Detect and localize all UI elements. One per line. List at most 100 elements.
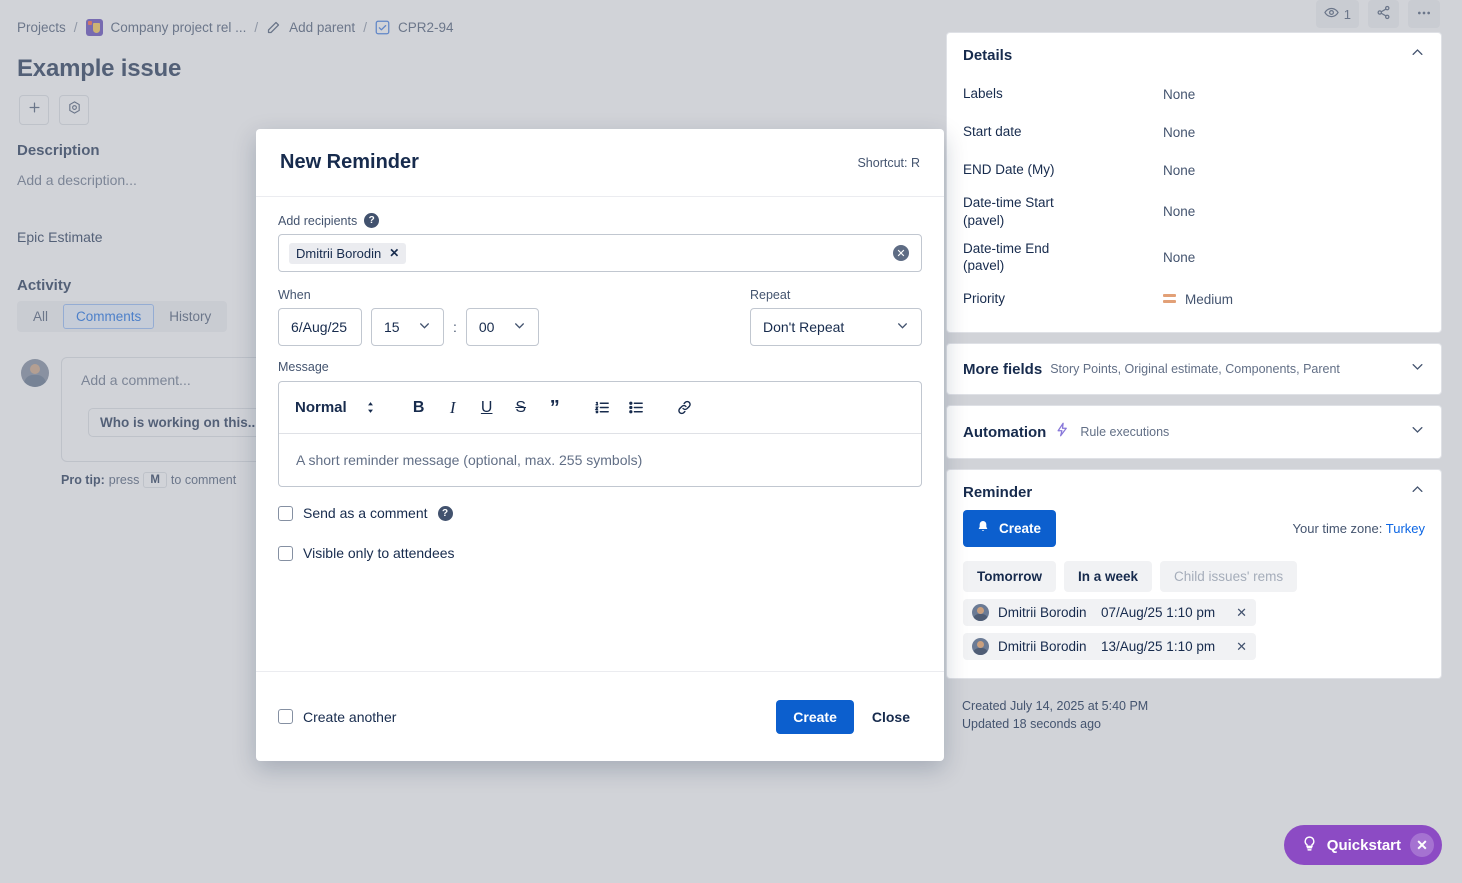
- timezone-link[interactable]: Turkey: [1385, 521, 1425, 537]
- detail-row: Date-time End (pavel) None: [963, 235, 1425, 281]
- pencil-icon: [266, 20, 281, 35]
- bell-icon: [975, 519, 991, 538]
- reminder-list-item: Dmitrii Borodin 13/Aug/25 1:10 pm ✕: [963, 633, 1256, 661]
- text-style-label[interactable]: Normal: [295, 399, 347, 416]
- breadcrumb-item-issue-key[interactable]: CPR2-94: [397, 20, 454, 35]
- visible-attendees-row: Visible only to attendees: [278, 545, 922, 561]
- more-fields-card[interactable]: More fields Story Points, Original estim…: [946, 343, 1442, 396]
- message-input[interactable]: A short reminder message (optional, max.…: [279, 434, 921, 486]
- message-editor: Normal B I U S ”: [278, 381, 922, 487]
- quickstart-widget[interactable]: Quickstart ✕: [1283, 825, 1442, 865]
- help-icon[interactable]: ?: [437, 505, 453, 521]
- close-icon[interactable]: ✕: [1410, 833, 1434, 857]
- repeat-select[interactable]: Don't Repeat: [750, 308, 922, 346]
- comment-placeholder: Add a comment...: [81, 372, 191, 388]
- date-input[interactable]: 6/Aug/25: [278, 308, 362, 346]
- detail-value[interactable]: None: [1163, 249, 1196, 265]
- add-button[interactable]: [19, 95, 49, 125]
- create-reminder-button[interactable]: Create: [963, 510, 1057, 548]
- quick-tomorrow-button[interactable]: Tomorrow: [963, 561, 1056, 593]
- clear-icon[interactable]: ✕: [893, 245, 909, 261]
- tab-history[interactable]: History: [169, 309, 212, 324]
- create-reminder-label: Create: [999, 521, 1042, 537]
- modal-footer: Create another Create Close: [256, 671, 944, 761]
- new-reminder-modal: New Reminder Shortcut: R Add recipients …: [256, 129, 944, 761]
- share-icon: [1376, 5, 1391, 23]
- lightbulb-icon: [1301, 835, 1318, 856]
- more-options-button[interactable]: [1408, 0, 1440, 28]
- activity-heading: Activity: [17, 277, 72, 294]
- quote-button[interactable]: ”: [549, 396, 560, 419]
- close-icon[interactable]: ✕: [1236, 604, 1247, 620]
- tab-comments[interactable]: Comments: [63, 304, 155, 329]
- create-another-checkbox[interactable]: [278, 709, 293, 724]
- detail-value[interactable]: None: [1163, 204, 1196, 220]
- reminder-card-header[interactable]: Reminder: [947, 470, 1441, 506]
- repeat-group: Repeat Don't Repeat: [750, 288, 922, 346]
- pro-tip-key: M: [143, 472, 167, 488]
- ordered-list-icon[interactable]: [587, 392, 619, 424]
- create-button[interactable]: Create: [776, 699, 854, 734]
- priority-value-wrap[interactable]: Medium: [1163, 292, 1233, 307]
- minute-select[interactable]: 00: [465, 308, 539, 346]
- link-icon[interactable]: [669, 392, 701, 424]
- description-placeholder[interactable]: Add a description...: [17, 172, 137, 188]
- breadcrumb: Projects / Company project rel ... / Add…: [17, 19, 453, 36]
- detail-value[interactable]: None: [1163, 124, 1196, 140]
- priority-label: Priority: [963, 291, 1006, 307]
- quickstart-label: Quickstart: [1326, 836, 1401, 854]
- reminder-user-name: Dmitrii Borodin: [998, 605, 1087, 621]
- timezone-info: Your time zone: Turkey: [1293, 521, 1426, 536]
- breadcrumb-item-project[interactable]: Company project rel ...: [110, 20, 247, 35]
- detail-label: Start date: [963, 124, 1022, 140]
- bullet-list-icon[interactable]: [621, 392, 653, 424]
- quick-in-a-week-button[interactable]: In a week: [1064, 561, 1153, 593]
- detail-value[interactable]: None: [1163, 86, 1196, 102]
- pro-tip-suffix: to comment: [170, 473, 237, 487]
- automation-card[interactable]: Automation Rule executions: [946, 405, 1442, 460]
- detail-row: Start date None: [963, 113, 1425, 151]
- tab-all[interactable]: All: [33, 309, 49, 324]
- details-card: Details Labels None Start date None END …: [946, 32, 1442, 334]
- details-sidebar: Details Labels None Start date None END …: [946, 32, 1442, 731]
- detail-value[interactable]: None: [1163, 162, 1196, 178]
- chevron-down-icon[interactable]: [1410, 359, 1425, 379]
- more-fields-header[interactable]: More fields Story Points, Original estim…: [947, 344, 1441, 394]
- quick-child-issues-button: Child issues' rems: [1160, 561, 1298, 593]
- more-options-icon: [1416, 5, 1432, 24]
- ai-suggestion-button[interactable]: Who is working on this...: [88, 408, 271, 437]
- when-label: When: [278, 288, 311, 302]
- share-button[interactable]: [1368, 0, 1399, 28]
- strikethrough-button[interactable]: S: [515, 398, 527, 416]
- italic-button[interactable]: I: [449, 397, 456, 417]
- close-button[interactable]: Close: [860, 700, 922, 734]
- reminder-quick-buttons: Tomorrow In a week Child issues' rems: [963, 561, 1425, 593]
- close-icon[interactable]: ✕: [1236, 638, 1247, 654]
- chevron-up-icon[interactable]: [1410, 45, 1425, 65]
- when-inputs: 6/Aug/25 15 : 00: [278, 308, 539, 346]
- close-icon[interactable]: ✕: [389, 246, 400, 260]
- send-as-comment-row: Send as a comment ?: [278, 505, 922, 521]
- updown-arrows-icon[interactable]: [355, 392, 387, 424]
- top-action-bar: 1: [1315, 0, 1440, 28]
- time-separator: :: [453, 319, 457, 335]
- chevron-up-icon[interactable]: [1410, 482, 1425, 502]
- details-card-header[interactable]: Details: [947, 33, 1441, 75]
- visible-attendees-checkbox[interactable]: [278, 545, 293, 561]
- settings-button[interactable]: [59, 95, 89, 125]
- help-icon[interactable]: ?: [364, 213, 380, 228]
- priority-medium-icon: [1163, 293, 1176, 305]
- recipients-input[interactable]: Dmitrii Borodin ✕ ✕: [278, 234, 922, 272]
- chevron-down-icon[interactable]: [1410, 422, 1425, 442]
- hour-select[interactable]: 15: [371, 308, 444, 346]
- reminder-date: 07/Aug/25 1:10 pm: [1101, 605, 1216, 621]
- automation-header[interactable]: Automation Rule executions: [947, 406, 1441, 458]
- breadcrumb-item-projects[interactable]: Projects: [17, 20, 66, 35]
- repeat-label: Repeat: [750, 288, 791, 302]
- underline-button[interactable]: U: [480, 398, 493, 416]
- send-as-comment-checkbox[interactable]: [278, 505, 293, 521]
- breadcrumb-item-add-parent[interactable]: Add parent: [289, 20, 356, 35]
- modal-body: Add recipients ? Dmitrii Borodin ✕ ✕ Whe…: [256, 197, 944, 671]
- bold-button[interactable]: B: [412, 398, 425, 416]
- watch-button[interactable]: 1: [1315, 0, 1359, 28]
